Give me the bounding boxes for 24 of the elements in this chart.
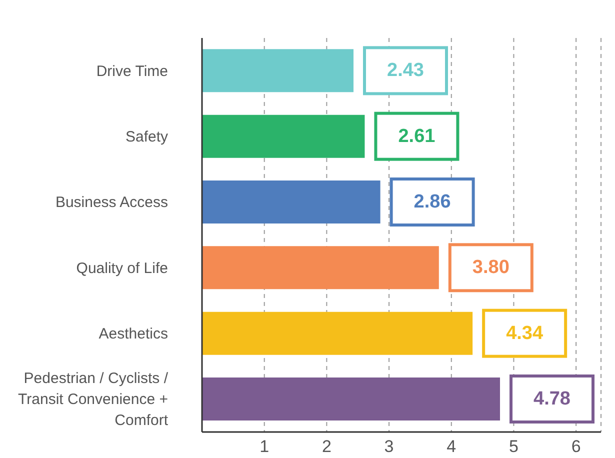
- bar: [202, 180, 380, 224]
- data-label: 2.61: [398, 126, 436, 147]
- bar: [202, 114, 365, 158]
- bar: [202, 49, 354, 92]
- x-tick-label: 4: [446, 437, 456, 456]
- data-label: 4.34: [506, 322, 544, 344]
- y-tick-label: Pedestrian / Cyclists / Transit Convenience + Comfort: [18, 370, 169, 429]
- bar: [202, 377, 500, 420]
- x-tick-label: 6: [571, 437, 581, 456]
- y-tick-label: Aesthetics: [98, 325, 168, 342]
- bar: [202, 246, 439, 290]
- x-tick-label: 2: [322, 437, 332, 456]
- y-tick-label: Business Access: [55, 194, 168, 211]
- y-tick-label: Safety: [125, 128, 168, 145]
- bar: [202, 312, 473, 355]
- y-tick-label: Quality of Life: [76, 259, 168, 276]
- y-tick-label: Drive Time: [96, 62, 168, 80]
- data-label: 4.78: [534, 388, 570, 410]
- data-label: 2.43: [387, 60, 424, 82]
- x-tick-label: 5: [508, 437, 518, 456]
- x-tick-label: 1: [260, 437, 270, 456]
- data-label: 2.86: [414, 191, 451, 212]
- x-tick-label: 3: [384, 437, 394, 456]
- data-label: 3.80: [472, 257, 510, 278]
